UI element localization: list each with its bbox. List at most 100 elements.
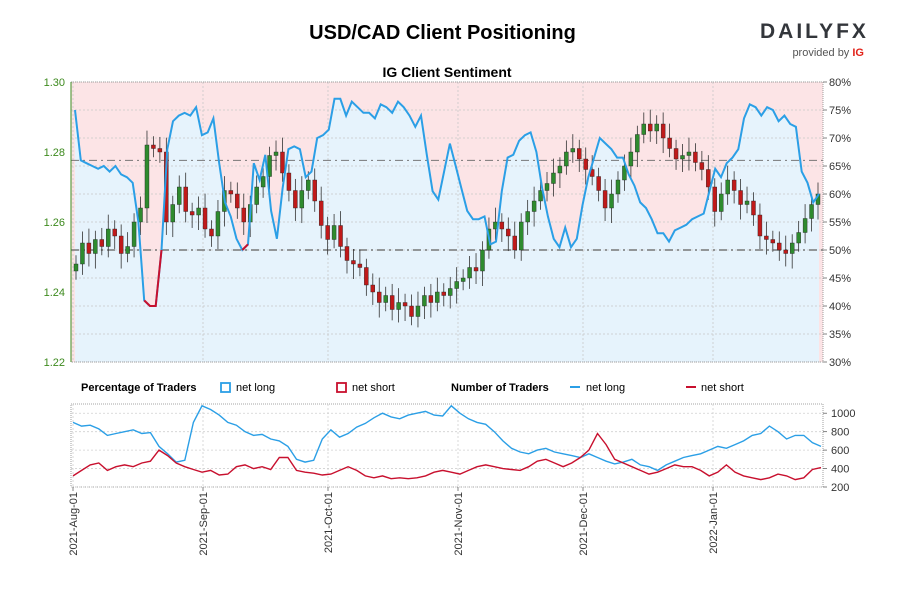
candle-body <box>783 249 788 254</box>
candle-body <box>364 267 369 286</box>
right-axis-tick-label: 50% <box>829 245 851 257</box>
candle-body <box>357 263 363 268</box>
candle-body <box>273 151 279 156</box>
candle-body <box>480 249 485 272</box>
candle-body <box>286 172 292 191</box>
candle-body <box>196 207 201 216</box>
traders-right-tick-label: 200 <box>831 482 849 494</box>
candle-body <box>112 228 117 237</box>
x-axis-tick-label: 2021-Sep-01 <box>198 492 210 556</box>
candle-body <box>338 225 343 247</box>
candle-body <box>409 305 414 317</box>
candle-body <box>770 239 776 244</box>
sentiment-panel: IG Client Sentiment 1.22 1.24 1.26 1.28 1.30 3… <box>44 64 852 369</box>
candle-body <box>635 134 640 153</box>
candle-body <box>151 144 156 149</box>
logo-subtext: provided by IG <box>792 47 864 59</box>
right-axis-tick-label: 80% <box>829 77 851 89</box>
candle-body <box>789 242 795 254</box>
candle-body <box>719 193 724 212</box>
candle-body <box>467 267 472 279</box>
candle-body <box>99 239 105 247</box>
legend-pct-short-label: net short <box>352 382 395 394</box>
candle-body <box>519 221 524 251</box>
right-axis-tick-label: 70% <box>829 133 851 145</box>
candle-body <box>280 151 285 174</box>
candle-body <box>415 305 421 317</box>
candle-body <box>131 221 137 247</box>
candle-body <box>764 235 769 240</box>
candle-body <box>125 246 130 254</box>
candle-body <box>396 302 401 310</box>
net-long-traders-line <box>72 404 822 472</box>
traders-right-tick-label: 1000 <box>831 408 855 420</box>
x-axis-tick-label: 2021-Dec-01 <box>578 492 590 556</box>
candle-body <box>351 260 356 265</box>
traders-frame <box>70 403 824 488</box>
candle-body <box>448 288 453 296</box>
candle-body <box>706 169 711 188</box>
candle-body <box>551 172 556 184</box>
candle-body <box>73 263 79 272</box>
candle-body <box>235 193 240 209</box>
traders-right-tick-label: 400 <box>831 464 849 476</box>
candle-body <box>660 123 666 139</box>
candle-body <box>260 176 266 188</box>
right-axis-tick-label: 35% <box>829 329 851 341</box>
left-axis-tick-label: 1.24 <box>44 287 65 299</box>
right-axis-tick-label: 65% <box>829 161 851 173</box>
candle-body <box>118 235 124 254</box>
candle-body <box>170 204 175 223</box>
candle-body <box>686 151 692 156</box>
candle-body <box>402 302 408 307</box>
legend-pct-short-swatch <box>336 382 347 393</box>
candle-body <box>228 190 234 195</box>
candle-body <box>299 190 305 209</box>
candle-body <box>383 295 388 303</box>
candle-body <box>318 200 324 226</box>
right-axis-tick-label: 60% <box>829 189 851 201</box>
net-long-pct-line <box>74 97 820 307</box>
candle-body <box>744 200 750 205</box>
traders-right-tick-label: 600 <box>831 445 849 457</box>
net-short-traders-line <box>72 432 822 481</box>
candle-body <box>777 242 782 251</box>
candle-body <box>267 155 272 177</box>
candle-body <box>596 176 601 191</box>
legend-row: Percentage of Traders net long net short Nu… <box>81 382 744 394</box>
candle-body <box>177 186 182 205</box>
candle-body <box>183 186 188 212</box>
candle-body <box>138 207 143 223</box>
candle-body <box>609 193 614 209</box>
legend-num-short-label: net short <box>701 382 744 394</box>
right-axis-tick-label: 30% <box>829 357 851 369</box>
legend-num-title: Number of Traders <box>451 382 549 394</box>
legend-pct-title: Percentage of Traders <box>81 382 197 394</box>
candle-body <box>157 148 163 153</box>
left-axis-tick-label: 1.22 <box>44 357 65 369</box>
candle-body <box>757 214 763 237</box>
candle-body <box>306 179 311 191</box>
candle-body <box>667 137 672 149</box>
right-axis-tick-label: 40% <box>829 301 851 313</box>
left-axis-tick-label: 1.28 <box>44 147 65 159</box>
chart-title: IG Client Sentiment <box>382 64 511 80</box>
candle-body <box>254 186 259 205</box>
left-axis-tick-label: 1.30 <box>44 77 65 89</box>
candle-body <box>544 183 550 191</box>
x-axis-tick-label: 2021-Nov-01 <box>453 492 465 556</box>
candle-body <box>538 190 543 202</box>
candle-body <box>622 165 627 181</box>
candle-body <box>693 151 698 163</box>
candle-body <box>602 190 608 209</box>
x-axis-tick-label: 2021-Oct-01 <box>323 492 335 553</box>
candle-body <box>615 179 621 195</box>
candle-body <box>389 295 395 310</box>
candle-body <box>738 190 743 205</box>
candle-body <box>80 242 85 265</box>
right-axis-tick-label: 55% <box>829 217 851 229</box>
candle-body <box>312 179 317 202</box>
candle-body <box>654 123 659 132</box>
candle-body <box>93 239 98 254</box>
